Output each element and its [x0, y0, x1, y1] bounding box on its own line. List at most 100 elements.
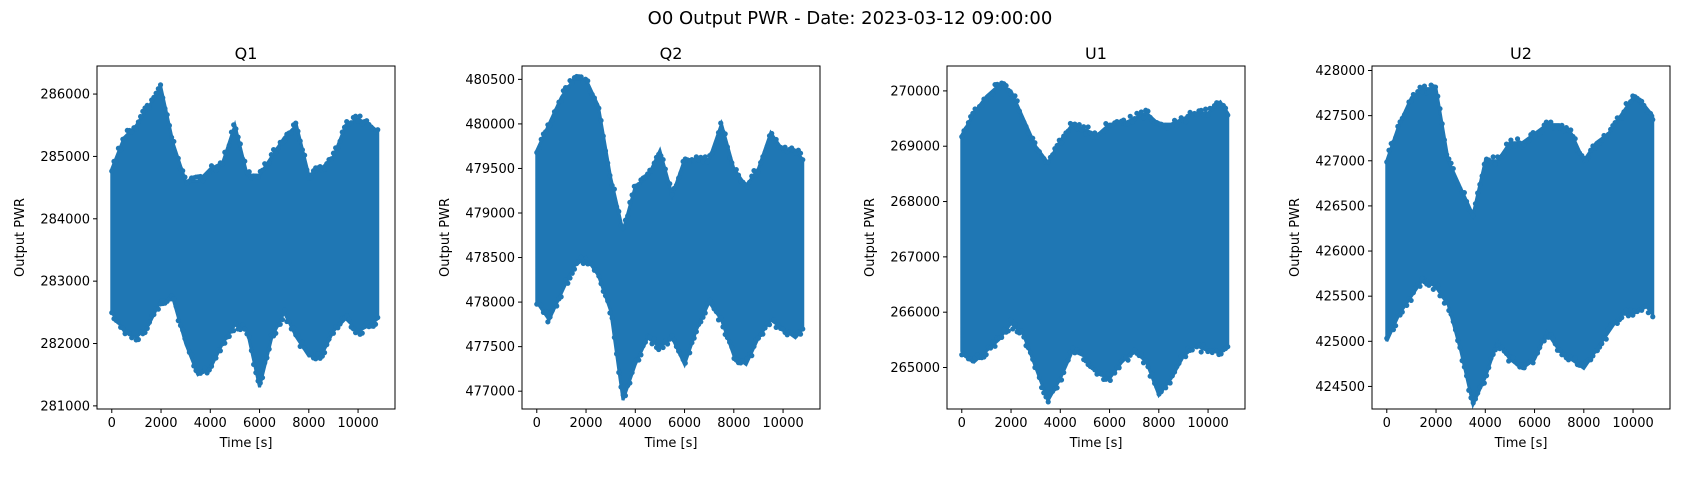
scatter-point	[1404, 108, 1410, 114]
scatter-point	[279, 316, 286, 323]
scatter-point	[616, 369, 622, 376]
scatter-point	[350, 326, 356, 332]
scatter-point	[979, 102, 985, 108]
scatter-point	[649, 168, 655, 174]
scatter-point	[596, 105, 602, 111]
scatter-point	[709, 151, 715, 157]
scatter-point	[157, 82, 164, 88]
chart-u1: 0 2000 4000 6000 8000 10000 265000 266000 267000…	[863, 44, 1246, 451]
scatter-point	[713, 309, 719, 315]
x-tick-label: 6000	[668, 416, 701, 431]
scatter-point	[1534, 350, 1541, 356]
scatter-point	[175, 155, 181, 161]
scatter-point	[1101, 128, 1107, 135]
scatter-point	[543, 129, 549, 135]
scatter-point	[1468, 395, 1474, 401]
scatter-point	[636, 357, 642, 363]
scatter-point	[1599, 341, 1605, 347]
scatter-point	[188, 352, 195, 358]
scatter-point	[760, 331, 766, 337]
scatter-point	[1067, 349, 1073, 355]
scatter-point	[965, 120, 972, 126]
x-tick-label: 2000	[994, 416, 1027, 431]
scatter-points	[534, 73, 806, 399]
y-tick-label: 269000	[890, 140, 940, 155]
scatter-point	[651, 160, 657, 166]
scatter-point	[1472, 201, 1479, 207]
scatter-point	[600, 288, 606, 294]
scatter-point	[990, 338, 996, 345]
scatter-point	[122, 135, 128, 141]
scatter-point	[113, 158, 119, 165]
scatter-point	[324, 161, 330, 167]
scatter-point	[1012, 93, 1018, 99]
scatter-point	[762, 150, 768, 156]
scatter-point	[337, 138, 343, 144]
scatter-point	[144, 325, 150, 331]
scatter-point	[538, 302, 544, 308]
scatter-point	[959, 134, 965, 140]
scatter-point	[704, 159, 711, 165]
scatter-point	[567, 275, 573, 281]
scatter-point	[1439, 293, 1445, 299]
scatter-point	[749, 353, 755, 359]
scatter-point	[226, 333, 232, 339]
scatter-point	[1461, 190, 1467, 196]
scatter-point	[1619, 315, 1625, 321]
scatter-point	[1014, 98, 1020, 104]
scatter-point	[1486, 365, 1492, 371]
scatter-point	[598, 281, 604, 287]
scatter-point	[751, 343, 757, 349]
scatter-point	[1098, 371, 1105, 377]
scatter-point	[558, 294, 564, 300]
scatter-point	[282, 137, 288, 144]
scatter-point	[600, 133, 606, 139]
scatter-point	[1481, 380, 1487, 386]
scatter-point	[1176, 119, 1182, 125]
subplot-title: Q1	[235, 44, 258, 63]
scatter-point	[1444, 152, 1450, 158]
scatter-point	[1076, 121, 1082, 128]
scatter-point	[1021, 334, 1027, 340]
axes-frame	[96, 65, 396, 410]
scatter-point	[1041, 155, 1047, 162]
y-tick-label: 479000	[465, 207, 515, 222]
scatter-point	[1435, 282, 1441, 289]
scatter-point	[1543, 119, 1549, 125]
scatter-point	[197, 173, 204, 180]
scatter-point	[160, 95, 166, 101]
scatter-point	[664, 341, 671, 347]
scatter-point	[1005, 87, 1011, 93]
scatter-point	[253, 370, 259, 376]
scatter-point	[547, 314, 553, 320]
x-tick-label: 2000	[1419, 416, 1452, 431]
scatter-point	[1174, 123, 1180, 129]
scatter-point	[299, 339, 305, 345]
scatter-point	[364, 319, 370, 326]
scatter-point	[1605, 326, 1612, 332]
scatter-point	[673, 343, 680, 350]
scatter-point	[536, 146, 542, 152]
y-tick-label: 479500	[465, 162, 515, 177]
y-tick-label: 425000	[1315, 335, 1365, 350]
scatter-point	[1548, 119, 1554, 125]
scatter-band	[110, 84, 380, 388]
scatter-point	[1650, 117, 1656, 123]
scatter-band	[1385, 87, 1655, 409]
scatter-point	[700, 314, 706, 320]
scatter-point	[321, 166, 328, 173]
scatter-point	[616, 208, 622, 215]
y-tick-label: 286000	[40, 88, 90, 103]
scatter-point	[1386, 330, 1392, 336]
scatter-point	[797, 150, 804, 156]
scatter-point	[1087, 130, 1093, 136]
scatter-point	[1488, 159, 1494, 166]
y-tick-label: 268000	[890, 195, 940, 210]
scatter-point	[983, 352, 989, 358]
scatter-point	[1417, 84, 1423, 90]
scatter-point	[302, 152, 308, 158]
scatter-point	[1158, 389, 1164, 395]
scatter-point	[662, 166, 668, 172]
scatter-point	[166, 122, 173, 129]
scatter-point	[751, 168, 757, 174]
